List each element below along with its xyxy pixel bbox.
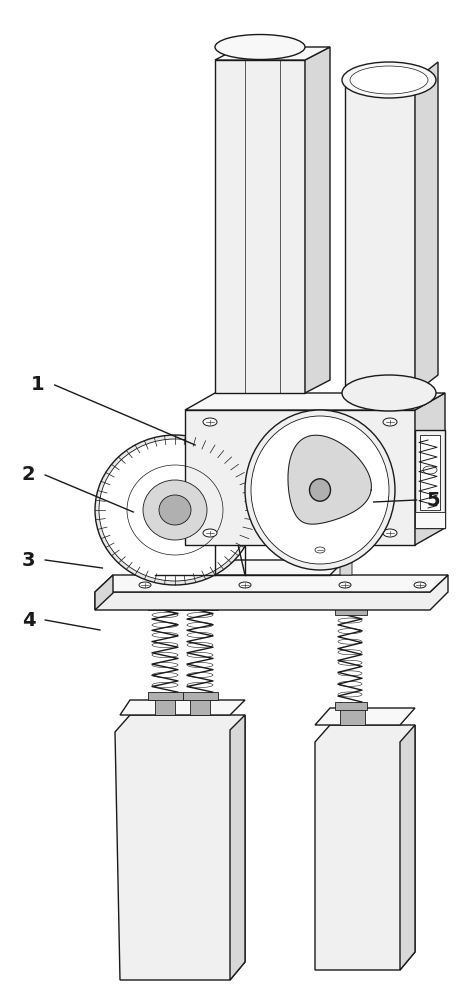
Text: 5: 5 — [426, 490, 440, 510]
Polygon shape — [95, 575, 448, 592]
Ellipse shape — [414, 582, 426, 588]
Bar — [183, 692, 218, 700]
Polygon shape — [215, 47, 330, 60]
Polygon shape — [420, 435, 440, 510]
Bar — [148, 692, 183, 700]
Polygon shape — [288, 435, 371, 524]
Polygon shape — [415, 512, 445, 528]
Ellipse shape — [309, 479, 330, 501]
Bar — [335, 607, 367, 615]
Ellipse shape — [339, 582, 351, 588]
Polygon shape — [330, 470, 395, 575]
Polygon shape — [155, 445, 228, 575]
Polygon shape — [315, 725, 415, 970]
Polygon shape — [305, 47, 330, 393]
Bar — [335, 702, 367, 710]
Text: 1: 1 — [31, 375, 45, 394]
Polygon shape — [95, 575, 448, 610]
Text: 3: 3 — [22, 550, 35, 570]
Ellipse shape — [342, 62, 436, 98]
Ellipse shape — [95, 435, 255, 585]
Polygon shape — [190, 695, 210, 715]
Polygon shape — [400, 725, 415, 970]
Ellipse shape — [315, 547, 325, 553]
Ellipse shape — [139, 582, 151, 588]
Polygon shape — [230, 715, 245, 980]
Ellipse shape — [350, 66, 428, 94]
Ellipse shape — [383, 418, 397, 426]
Bar — [183, 602, 218, 610]
Ellipse shape — [383, 529, 397, 537]
Text: 2: 2 — [22, 466, 35, 485]
Polygon shape — [315, 708, 415, 725]
Text: 4: 4 — [22, 610, 35, 630]
Polygon shape — [345, 80, 415, 393]
Polygon shape — [340, 468, 352, 575]
Polygon shape — [120, 700, 245, 715]
Ellipse shape — [245, 410, 395, 570]
Ellipse shape — [143, 480, 207, 540]
Ellipse shape — [342, 375, 436, 411]
Ellipse shape — [215, 34, 305, 60]
Ellipse shape — [203, 418, 217, 426]
Polygon shape — [185, 393, 445, 410]
Ellipse shape — [159, 495, 191, 525]
Ellipse shape — [239, 582, 251, 588]
Polygon shape — [155, 695, 175, 715]
Polygon shape — [155, 445, 168, 575]
Polygon shape — [155, 560, 345, 575]
Polygon shape — [185, 410, 415, 545]
Ellipse shape — [423, 466, 437, 474]
Ellipse shape — [293, 486, 307, 494]
Bar — [148, 602, 183, 610]
Polygon shape — [340, 705, 365, 725]
Polygon shape — [415, 393, 445, 545]
Ellipse shape — [203, 529, 217, 537]
Ellipse shape — [99, 439, 251, 581]
Ellipse shape — [251, 416, 389, 564]
Polygon shape — [415, 430, 445, 528]
Polygon shape — [215, 60, 305, 393]
Polygon shape — [115, 715, 245, 980]
Polygon shape — [95, 575, 113, 610]
Polygon shape — [415, 62, 438, 393]
